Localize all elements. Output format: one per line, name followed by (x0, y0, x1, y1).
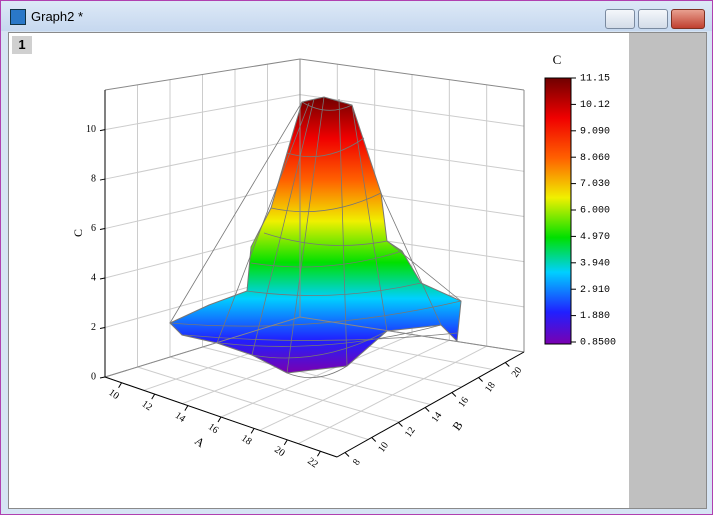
close-button[interactable] (671, 9, 705, 29)
z-tick (99, 277, 106, 280)
x-tick (184, 405, 189, 411)
mesh-line (386, 240, 462, 302)
mesh-line (270, 192, 382, 213)
y-tick (424, 407, 430, 412)
x-tick (151, 393, 156, 400)
z-tick (99, 178, 106, 181)
window-icon (10, 9, 26, 25)
x-tick-label: 22 (305, 456, 320, 471)
y-tick-label: 12 (403, 425, 418, 440)
x-tick (250, 428, 255, 434)
maximize-button[interactable] (638, 9, 668, 29)
x-tick (283, 439, 288, 446)
y-tick-label: 16 (456, 395, 471, 410)
y-tick (344, 452, 350, 457)
y-tick (451, 392, 457, 397)
y-tick (478, 377, 483, 382)
mesh-line (169, 300, 462, 327)
colorbar-label: 4.970 (580, 232, 610, 243)
grid-line (104, 94, 301, 131)
y-axis-title: B (449, 418, 465, 433)
mesh-line (251, 330, 388, 359)
x-tick (118, 382, 123, 388)
colorbar-label: 2.910 (580, 285, 610, 296)
mesh-line (286, 96, 325, 374)
z-tick (99, 129, 106, 132)
colorbar-label: 9.090 (580, 126, 610, 137)
plot-3d: 0 2 4 6 8 10 C 10 12 14 16 18 20 22 A 8 10 12 14 16 18 20 B C 11… (71, 52, 616, 471)
layer-tab[interactable]: 1 (12, 36, 32, 54)
y-tick (504, 362, 510, 367)
y-tick-label: 14 (430, 410, 445, 425)
z-tick (99, 228, 106, 231)
window-title: Graph2 * (31, 9, 84, 24)
colorbar-title: C (553, 52, 562, 67)
z-tick-label: 0 (91, 371, 96, 382)
surface (169, 96, 462, 374)
minimize-button[interactable] (605, 9, 635, 29)
y-tick-label: 8 (351, 457, 363, 467)
box-edge (299, 58, 525, 91)
mesh-line (246, 282, 422, 296)
grid-line (104, 183, 301, 230)
grid-line (298, 345, 487, 445)
graph-page: 1 (9, 33, 629, 508)
z-tick-label: 8 (91, 173, 96, 184)
box-edge (104, 58, 301, 91)
x-tick-label: 14 (173, 410, 188, 425)
z-tick-label: 4 (91, 272, 96, 283)
z-tick-label: 10 (86, 124, 96, 135)
mesh-line (338, 98, 348, 367)
colorbar-label: 6.000 (580, 206, 610, 217)
z-tick-label: 6 (91, 223, 96, 234)
x-tick-label: 20 (272, 444, 287, 459)
client-area: 1 (8, 32, 707, 509)
mesh-line (380, 192, 442, 326)
x-tick (217, 416, 222, 423)
colorbar (544, 77, 572, 345)
title-bar: Graph2 * (1, 1, 712, 31)
x-tick (316, 451, 321, 457)
y-tick-label: 10 (376, 440, 391, 455)
mesh-line (251, 98, 315, 356)
mesh-line (169, 101, 303, 324)
colorbar-label: 8.060 (580, 153, 610, 164)
grid-line (299, 94, 525, 127)
y-tick (371, 437, 377, 442)
y-tick (398, 422, 403, 427)
colorbar-label: 10.12 (580, 100, 610, 111)
x-tick-label: 10 (106, 387, 121, 402)
x-axis-title: A (192, 434, 207, 451)
colorbar-label: 7.030 (580, 179, 610, 190)
mesh-line (250, 250, 403, 268)
box-edge (104, 316, 301, 378)
mesh-line (351, 104, 388, 332)
mesh-line (286, 137, 365, 158)
x-tick-label: 12 (140, 399, 155, 414)
x-tick-label: 18 (239, 433, 254, 448)
colorbar-label: 3.940 (580, 258, 610, 269)
y-tick-label: 20 (510, 365, 525, 380)
mesh-line (216, 102, 310, 344)
colorbar-label: 1.880 (580, 311, 610, 322)
mesh-line (218, 324, 442, 347)
mesh-line (301, 101, 353, 111)
z-axis-title: C (71, 229, 85, 237)
y-tick-label: 18 (483, 380, 498, 395)
axes (99, 58, 525, 458)
z-tick (99, 376, 106, 379)
surface-mesh (169, 96, 462, 378)
z-tick (99, 327, 106, 330)
z-tick-label: 2 (91, 322, 96, 333)
y-axis-line (336, 351, 525, 458)
mesh-line (286, 365, 348, 378)
colorbar-label: 11.15 (580, 74, 610, 85)
colorbar-label: 0.8500 (580, 338, 616, 349)
grid-line (104, 138, 301, 180)
box-edge (299, 316, 525, 353)
x-tick-label: 16 (206, 421, 221, 436)
